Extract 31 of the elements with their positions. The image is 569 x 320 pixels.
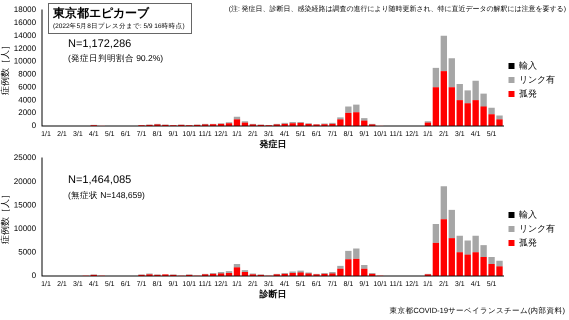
legend-label: 孤発 bbox=[519, 88, 537, 98]
legend-label: 輸入 bbox=[519, 209, 537, 220]
legend-label: 輸入 bbox=[519, 60, 537, 70]
y-tick-label: 20000 bbox=[14, 176, 37, 186]
legend-label: リンク有 bbox=[519, 74, 555, 84]
annotation: N=1,172,286 bbox=[68, 38, 132, 50]
y-tick-label: 18000 bbox=[14, 5, 37, 14]
legend-label: リンク有 bbox=[519, 223, 555, 234]
y-tick-label: 8000 bbox=[18, 70, 37, 79]
y-tick-label: 2000 bbox=[18, 108, 37, 118]
annotation: (発症日判明割合 90.2%) bbox=[68, 53, 164, 65]
y-axis-title: 症例数［人］ bbox=[0, 190, 10, 244]
y-tick-label: 25000 bbox=[14, 153, 37, 162]
y-tick-label: 10000 bbox=[14, 224, 37, 233]
y-tick-label: 10000 bbox=[14, 56, 37, 66]
y-tick-label: 5000 bbox=[18, 247, 37, 256]
y-tick-label: 0 bbox=[32, 121, 37, 130]
x-axis-title: 診断日 bbox=[258, 289, 286, 300]
annotation: (無症状 N=148,659) bbox=[68, 190, 145, 202]
y-axis-title: 症例数［人］ bbox=[0, 40, 10, 95]
y-tick-label: 12000 bbox=[14, 44, 37, 53]
chart-title: 東京都エピカーブ bbox=[53, 5, 150, 22]
y-tick-label: 14000 bbox=[14, 30, 37, 40]
y-tick-label: 6000 bbox=[18, 82, 37, 92]
y-tick-label: 4000 bbox=[18, 95, 37, 104]
annotation: N=1,464,085 bbox=[68, 174, 132, 186]
legend-label: 孤発 bbox=[519, 237, 537, 248]
y-tick-label: 16000 bbox=[14, 18, 37, 28]
y-tick-label: 15000 bbox=[14, 200, 37, 210]
y-tick-label: 0 bbox=[32, 271, 37, 280]
x-axis-title: 発症日 bbox=[258, 139, 286, 150]
